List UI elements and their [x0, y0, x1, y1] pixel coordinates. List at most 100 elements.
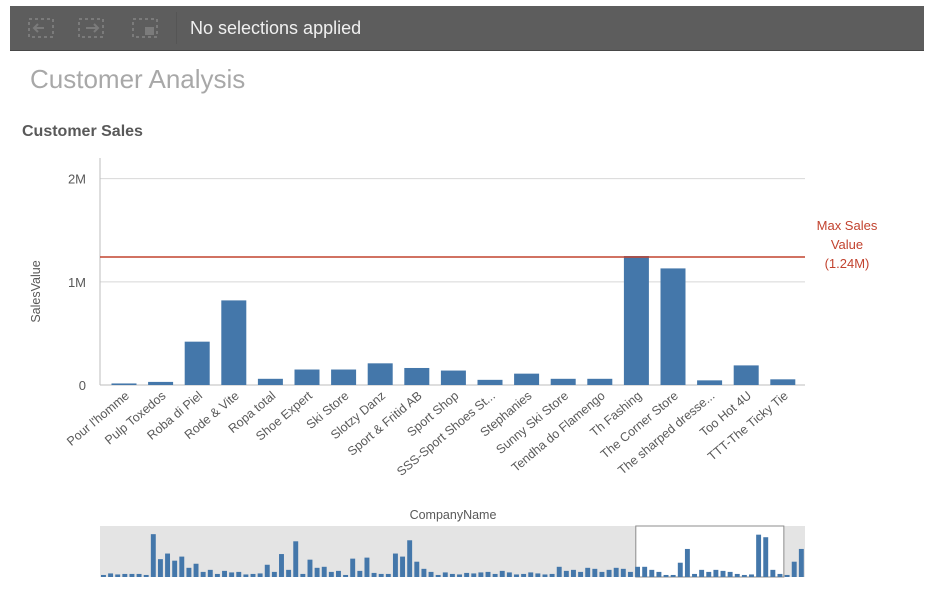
minimap-bar — [549, 573, 555, 577]
bar[interactable] — [623, 256, 649, 385]
minimap-range-selector[interactable] — [635, 525, 785, 578]
minimap-bar — [485, 571, 491, 577]
minimap-bar — [649, 569, 655, 577]
minimap-bar — [692, 573, 697, 577]
selections-forward-icon[interactable] — [74, 14, 108, 42]
selections-back-icon[interactable] — [24, 14, 58, 42]
minimap-bar — [214, 573, 220, 577]
bar[interactable] — [587, 378, 613, 385]
minimap-bar — [442, 572, 448, 577]
minimap-bar — [627, 571, 633, 577]
minimap-bar — [207, 569, 213, 577]
bar[interactable] — [331, 369, 357, 385]
minimap-bar — [428, 571, 434, 577]
minimap-bar — [506, 572, 512, 577]
minimap-bar — [471, 573, 477, 577]
minimap-bar — [449, 573, 455, 577]
minimap-bar — [336, 570, 341, 577]
minimap-bar — [257, 573, 263, 577]
minimap-bar — [357, 570, 363, 577]
bar[interactable] — [111, 383, 137, 385]
minimap-bar — [350, 558, 356, 577]
minimap-bar — [392, 553, 398, 577]
minimap-bar — [656, 571, 662, 577]
minimap-bar — [663, 574, 669, 577]
minimap-bar — [108, 573, 114, 577]
minimap-bar — [770, 569, 776, 577]
minimap-bar — [563, 570, 569, 577]
minimap-bar — [314, 567, 320, 577]
minimap-bar — [243, 574, 249, 577]
minimap-bar — [514, 574, 519, 577]
minimap-bar — [172, 560, 178, 577]
minimap-bar — [578, 571, 584, 577]
minimap-bar — [222, 570, 227, 577]
minimap-bar — [749, 574, 754, 577]
minimap-bar — [385, 573, 391, 577]
minimap-bar — [763, 537, 769, 577]
bar[interactable] — [148, 381, 174, 385]
minimap-bar — [542, 574, 548, 577]
minimap-bar — [264, 564, 270, 577]
minimap-bar — [734, 573, 740, 577]
minimap-bar — [136, 573, 142, 577]
minimap-bar — [556, 566, 562, 577]
x-tick-label: Pour l'homme — [64, 389, 132, 449]
bar[interactable] — [294, 369, 320, 385]
minimap-bar — [200, 571, 206, 577]
minimap-bar — [635, 566, 641, 577]
bar[interactable] — [514, 373, 540, 385]
bar[interactable] — [550, 378, 576, 385]
bar[interactable] — [697, 380, 723, 385]
chart-title: Customer Sales — [22, 123, 143, 140]
minimap-bar — [585, 567, 591, 577]
minimap-bar — [599, 571, 605, 577]
minimap-bar — [670, 574, 676, 577]
minimap-bar — [407, 540, 413, 577]
minimap-bar — [157, 559, 163, 577]
minimap-bar — [478, 572, 484, 577]
y-axis-title: SalesValue — [29, 260, 43, 322]
minimap-bar — [307, 559, 313, 577]
minimap-bar — [229, 572, 235, 577]
selection-toolbar: No selections applied — [10, 6, 924, 51]
minimap-bar — [328, 571, 334, 577]
bar[interactable] — [477, 379, 503, 385]
minimap-bar — [129, 573, 135, 577]
minimap-bar — [592, 568, 598, 577]
minimap-bar — [606, 569, 612, 577]
minimap-bar — [179, 556, 185, 577]
minimap-bar — [150, 534, 156, 577]
bar[interactable] — [367, 363, 393, 385]
bar[interactable] — [733, 365, 759, 385]
bar[interactable] — [404, 367, 430, 385]
selection-status: No selections applied — [190, 18, 362, 38]
minimap-bar — [115, 574, 121, 577]
minimap-bar — [784, 574, 790, 577]
minimap-bar — [193, 563, 199, 577]
bar[interactable] — [770, 379, 796, 385]
minimap-bar — [122, 573, 128, 577]
minimap-bar — [720, 570, 726, 577]
bar[interactable] — [257, 378, 283, 385]
toolbar-divider — [176, 12, 177, 44]
y-tick-label: 2M — [68, 172, 86, 187]
clear-selections-icon[interactable] — [128, 14, 162, 42]
minimap-bar — [343, 574, 349, 577]
bar[interactable] — [221, 300, 247, 385]
minimap-bar — [777, 573, 783, 577]
bar[interactable] — [184, 341, 210, 385]
y-tick-label: 0 — [79, 378, 86, 393]
bar[interactable] — [660, 268, 686, 385]
minimap-bar — [620, 568, 626, 577]
minimap-bar — [727, 571, 733, 577]
bar[interactable] — [440, 370, 466, 385]
minimap-bar — [798, 548, 804, 577]
x-axis-title: CompanyName — [410, 508, 497, 522]
minimap-bar — [371, 572, 377, 577]
minimap-bar — [791, 561, 797, 577]
minimap-bar — [186, 567, 192, 577]
y-tick-label: 1M — [68, 275, 86, 290]
minimap-bar — [699, 569, 705, 577]
